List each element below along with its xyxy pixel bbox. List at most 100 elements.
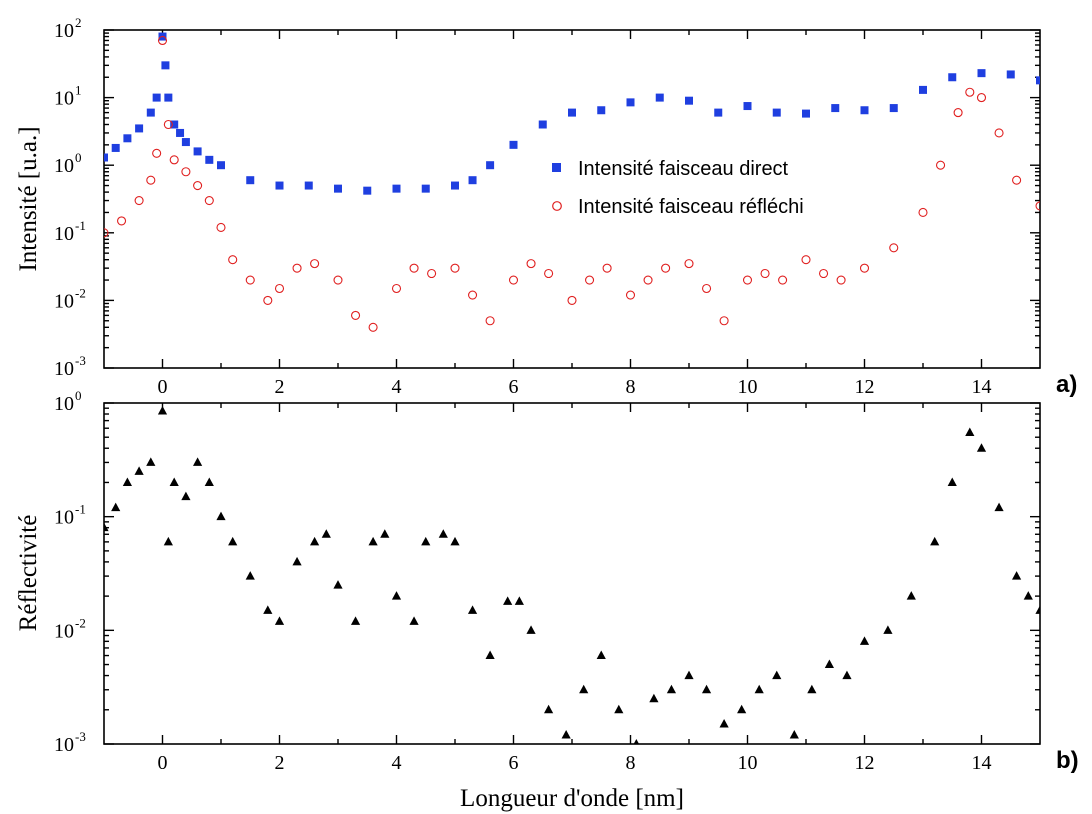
data-point	[918, 207, 928, 218]
data-point	[1012, 571, 1022, 580]
x-axis-ticks-a: 0 2 4 6 8 10 12 14	[158, 30, 992, 398]
data-point	[514, 596, 524, 605]
data-point	[333, 275, 343, 285]
data-point	[450, 536, 460, 546]
data-point	[263, 605, 273, 614]
legend: Intensité faisceau direct Intensité fais…	[552, 158, 804, 218]
data-point	[391, 591, 402, 600]
data-point	[228, 536, 238, 546]
x-axis-title: Longueur d'onde [nm]	[460, 785, 684, 812]
y-tick-exponent: -3	[75, 729, 86, 744]
data-point	[994, 502, 1004, 512]
y-tick-label: 10	[54, 620, 74, 642]
data-point	[719, 718, 729, 728]
data-point	[274, 616, 285, 625]
series-direct	[104, 32, 1040, 195]
data-point	[930, 536, 940, 546]
data-point	[321, 529, 331, 538]
x-tick-label: 2	[275, 376, 285, 398]
data-point	[818, 268, 829, 279]
data-point	[976, 93, 987, 103]
data-point	[350, 616, 361, 625]
data-point	[538, 120, 547, 129]
data-point	[742, 275, 753, 285]
y-tick-label: 10	[54, 734, 74, 756]
data-point	[467, 605, 478, 614]
data-point	[977, 69, 986, 78]
data-point	[246, 176, 255, 185]
data-point	[163, 536, 173, 546]
data-point	[567, 295, 577, 305]
data-point	[666, 684, 677, 694]
data-point	[737, 704, 747, 714]
y-tick-label: 10	[54, 393, 74, 415]
data-point	[421, 184, 430, 193]
y-tick-label: 10	[54, 223, 74, 245]
data-point	[409, 616, 419, 625]
data-point	[152, 93, 161, 102]
data-point	[245, 275, 255, 285]
data-point	[544, 268, 554, 279]
x-tick-label: 0	[158, 752, 168, 774]
data-point	[743, 102, 752, 111]
data-point	[948, 73, 957, 82]
data-point	[467, 290, 478, 300]
data-point	[205, 155, 214, 164]
data-point	[760, 268, 770, 279]
data-point	[485, 316, 495, 326]
data-point	[204, 195, 214, 206]
data-point	[392, 184, 401, 193]
data-point	[596, 650, 606, 660]
data-point	[157, 406, 168, 415]
data-point	[831, 104, 840, 113]
data-point	[778, 275, 788, 285]
data-point	[117, 216, 127, 226]
data-point	[597, 106, 606, 115]
data-point	[1012, 175, 1022, 185]
data-point	[842, 670, 852, 680]
data-point	[292, 556, 302, 566]
data-point	[380, 529, 390, 538]
data-point	[1035, 605, 1040, 614]
x-tick-label: 6	[509, 376, 519, 398]
data-point	[123, 134, 132, 143]
data-point	[146, 108, 155, 117]
data-point	[170, 120, 179, 129]
data-point	[684, 259, 694, 269]
y-tick-exponent: 0	[75, 388, 82, 403]
data-point	[164, 93, 173, 102]
legend-label-reflected: Intensité faisceau réfléchi	[578, 196, 804, 218]
data-point	[789, 729, 799, 739]
x-tick-label: 10	[738, 752, 758, 774]
data-point	[625, 290, 636, 300]
y-tick-exponent: -3	[75, 353, 86, 368]
data-point	[216, 511, 226, 521]
data-point	[807, 684, 817, 694]
x-tick-label: 12	[855, 752, 875, 774]
y-tick-exponent: -2	[75, 285, 86, 300]
data-point	[626, 98, 635, 107]
x-tick-label: 8	[626, 752, 636, 774]
data-point	[193, 147, 202, 156]
y-axis-title-a: Intensité [u.a.]	[15, 126, 42, 271]
data-point	[193, 457, 203, 466]
data-point	[568, 108, 576, 117]
data-point	[134, 195, 144, 206]
data-point	[561, 729, 571, 739]
data-point	[485, 650, 495, 660]
data-point	[245, 571, 255, 580]
data-point	[228, 255, 238, 265]
data-point	[161, 61, 170, 70]
data-point	[802, 109, 810, 118]
plot-frame-a	[103, 29, 1041, 369]
data-point	[883, 625, 893, 634]
data-point	[391, 283, 402, 294]
data-point	[350, 310, 361, 320]
data-point	[889, 104, 898, 113]
data-point	[860, 106, 869, 115]
data-point	[152, 148, 162, 158]
data-point	[614, 704, 624, 714]
data-point	[919, 85, 927, 94]
